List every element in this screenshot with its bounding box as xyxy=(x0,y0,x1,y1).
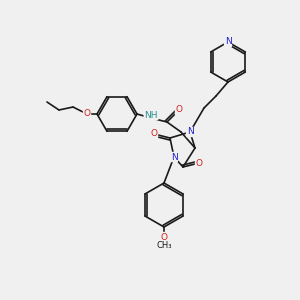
Text: O: O xyxy=(176,106,182,115)
Text: NH: NH xyxy=(144,110,158,119)
Text: O: O xyxy=(160,232,167,242)
Text: N: N xyxy=(187,128,194,136)
Text: N: N xyxy=(171,152,177,161)
Text: O: O xyxy=(151,130,158,139)
Text: O: O xyxy=(196,158,202,167)
Text: CH₃: CH₃ xyxy=(156,242,172,250)
Text: N: N xyxy=(225,38,231,46)
Text: O: O xyxy=(83,110,91,118)
